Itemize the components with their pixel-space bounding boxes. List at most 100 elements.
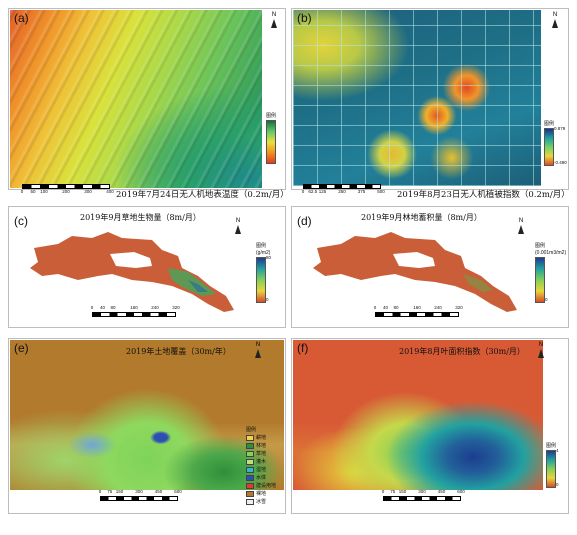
scale-tick: 160 [413,305,421,310]
scale-tick: 300 [84,189,92,194]
legend-e: 图例 耕地 林地 草地 灌木 湿地 水体 建设用地 裸地 冰雪 [246,426,276,506]
scalebar-bar [92,312,176,317]
scale-tick: 320 [172,305,180,310]
panel-e: (e) 2019年土地覆盖（30m/年） N 图例 耕地 林地 草地 灌木 湿地… [8,338,286,514]
scale-tick: 0 [301,189,305,194]
legend-item-label: 林地 [256,443,267,449]
scale-tick: 300 [418,489,426,494]
scale-tick: 240 [151,305,159,310]
legend-item-label: 建设用地 [256,483,277,489]
legend-a: 图例 [266,112,276,164]
panel-b-caption: 2019年8月23日无人机植被指数（0.2m/月） [397,190,570,200]
north-arrow-letter: N [255,342,261,348]
scale-tick: 375 [357,189,366,194]
legend-swatch [246,450,254,457]
scale-tick: 250 [338,189,346,194]
panel-f: (f) 2019年8月叶面积指数（30m/月） N 图例 4 0 0 75 15… [291,338,569,514]
scale-tick: 75 [390,489,396,494]
legend-item: 水体 [246,474,276,481]
scale-tick: 240 [434,305,442,310]
legend-colorbar [256,257,266,303]
scale-tick: 80 [110,305,116,310]
scale-tick: 150 [398,489,407,494]
scale-tick: 150 [115,489,124,494]
legend-item-label: 草地 [256,451,267,457]
north-arrow-icon [235,225,241,234]
legend-item: 湿地 [246,466,276,473]
grassland-biomass-map [30,232,234,312]
legend-high-value: 4 [556,448,559,453]
very-high-biomass-area [188,280,208,292]
legend-colorbar [535,257,545,303]
scale-tick: 500 [377,189,385,194]
vegetation-index-map [293,10,541,186]
legend-low-value: 0 [556,482,559,487]
scalebar-bar [100,496,178,501]
panel-c-letter: (c) [14,214,28,228]
north-arrow-c: N [232,218,244,234]
scale-tick: 450 [154,489,163,494]
scale-tick: 50 [30,189,36,194]
legend-item: 林地 [246,442,276,449]
scale-tick: 80 [393,305,399,310]
legend-item-label: 灌木 [256,459,267,465]
north-arrow-letter: N [538,342,544,348]
panel-f-title: 2019年8月叶面积指数（30m/月） [399,347,525,356]
legend-item-label: 裸地 [256,491,267,497]
legend-swatch [246,442,254,449]
panel-b-letter: (b) [297,11,312,25]
scalebar-c: 0 40 80 160 240 320 [91,305,180,326]
scalebar-bar [375,312,459,317]
scale-tick: 200 [62,189,70,194]
study-area-shape [313,232,517,312]
north-arrow-a: N [268,12,280,28]
north-arrow-letter: N [518,218,524,224]
scale-tick: 0 [98,489,102,494]
scalebar-e: 0 75 150 300 450 600 [99,489,182,510]
scale-tick: 600 [174,489,182,494]
north-arrow-letter: N [235,218,241,224]
legend-item-label: 水体 [256,475,267,481]
legend-low-value: 0 [266,297,269,302]
legend-colorbar [544,128,554,166]
legend-item: 建设用地 [246,482,276,489]
north-arrow-letter: N [552,12,558,18]
north-arrow-icon [518,225,524,234]
north-arrow-icon [538,349,544,358]
surface-temperature-map [10,10,262,188]
panel-a-caption: 2019年7月24日无人机地表温度（0.2m/月） [116,190,289,200]
legend-swatch [246,434,254,441]
panel-a-letter: (a) [14,11,29,25]
scale-tick: 450 [437,489,446,494]
legend-low-value: -0.490 [554,160,567,165]
legend-item-label: 耕地 [256,435,267,441]
legend-swatch [246,482,254,489]
legend-colorbar [546,450,556,488]
lake-hole [110,252,152,268]
legend-swatch [246,490,254,497]
leaf-area-index-map [293,340,543,490]
scale-tick: 40 [99,305,106,310]
legend-swatch [246,466,254,473]
scalebar-f: 0 75 150 300 450 600 [382,489,465,510]
forest-stock-area [463,274,493,292]
scale-tick: 0 [20,189,24,194]
legend-item: 裸地 [246,490,276,497]
legend-c: 图例 (g/m2) 80 0 [256,242,271,303]
legend-item: 草地 [246,450,276,457]
legend-item-label: 湿地 [256,467,267,473]
legend-colorbar [266,120,276,164]
legend-item: 冰雪 [246,498,276,505]
panel-c: 2019年9月草地生物量（8m/月） (c) N 图例 (g/m2) 80 0 … [8,206,286,328]
legend-item: 灌木 [246,458,276,465]
scale-tick: 600 [457,489,465,494]
panel-d-title: 2019年9月林地蓄积量（8m/月） [361,213,482,222]
scale-tick: 400 [106,189,114,194]
panel-d: 2019年9月林地蓄积量（8m/月） (d) N 图例 (0.001m3/m2)… [291,206,569,328]
legend-swatch [246,498,254,505]
scalebar-b: 0 62.5 125 250 375 500 [301,184,385,198]
panel-e-title: 2019年土地覆盖（30m/年） [126,347,231,356]
scale-tick: 40 [382,305,389,310]
north-arrow-d: N [515,218,527,234]
land-cover-map [10,340,284,490]
